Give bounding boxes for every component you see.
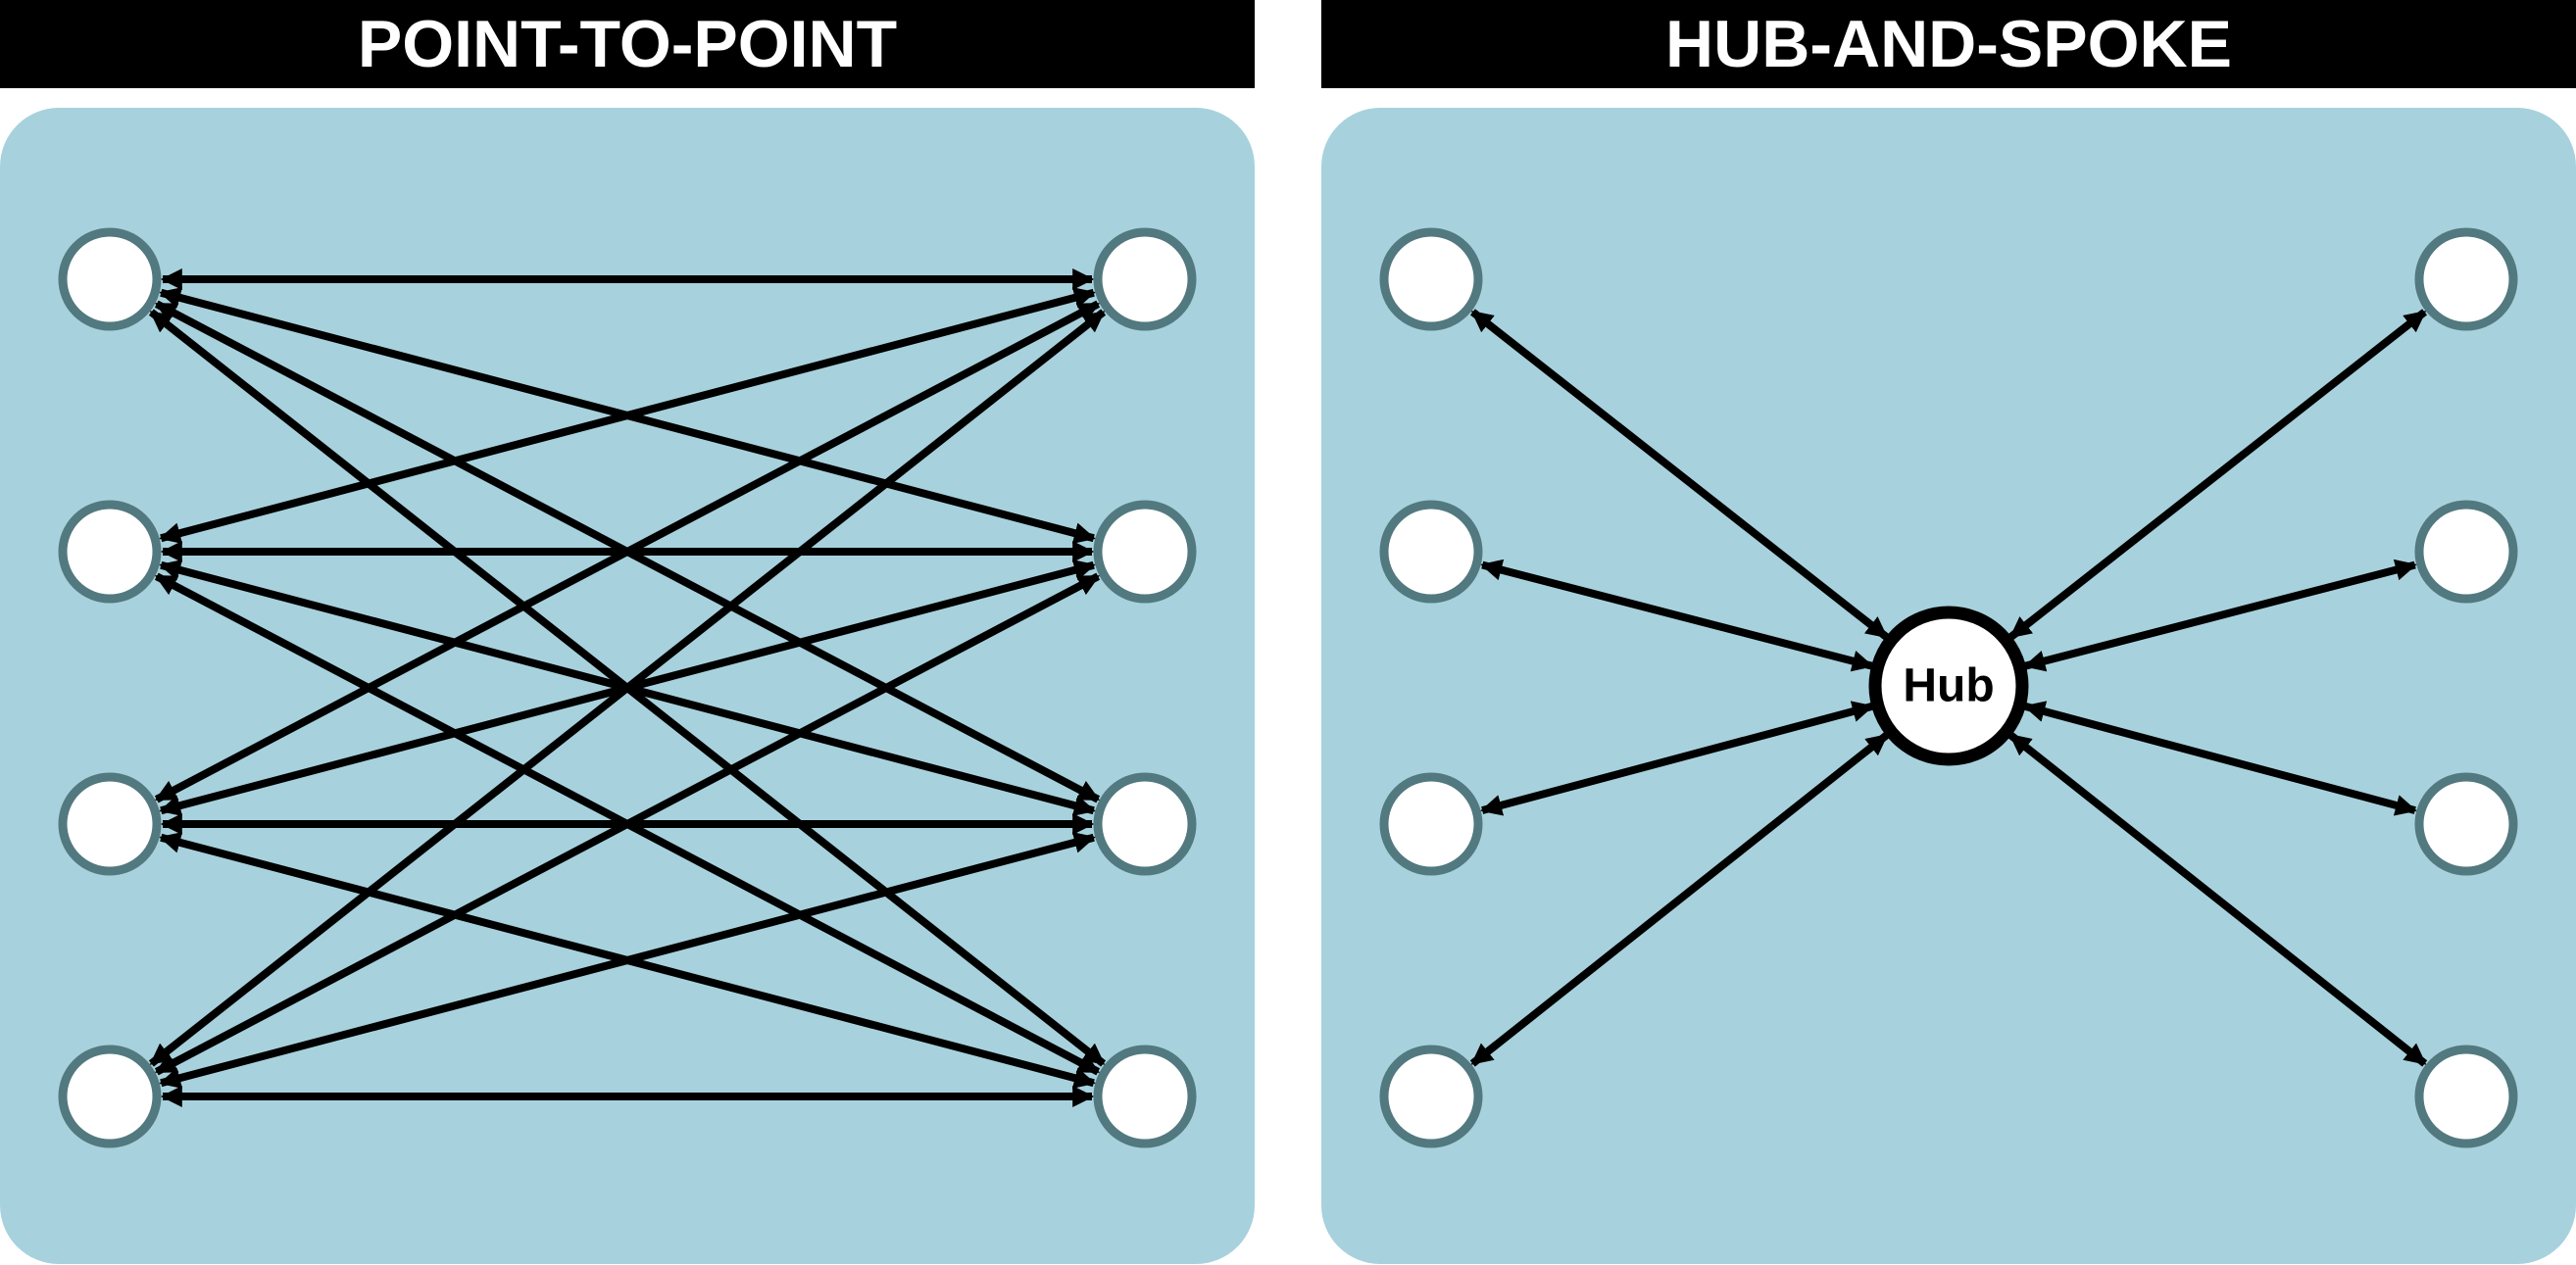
left-title: POINT-TO-POINT xyxy=(358,7,897,81)
right-title: HUB-AND-SPOKE xyxy=(1665,7,2232,81)
node xyxy=(1384,232,1478,326)
node xyxy=(63,505,157,599)
diagram-canvas: POINT-TO-POINT HUB-AND-SPOKE Hub xyxy=(0,0,2576,1265)
node xyxy=(63,1049,157,1143)
node xyxy=(1384,777,1478,871)
node xyxy=(1384,1049,1478,1143)
node xyxy=(1098,505,1192,599)
hub-label: Hub xyxy=(1903,660,1994,712)
node xyxy=(2419,505,2513,599)
node xyxy=(2419,232,2513,326)
node xyxy=(2419,1049,2513,1143)
node xyxy=(1098,1049,1192,1143)
node xyxy=(1384,505,1478,599)
node xyxy=(63,232,157,326)
node xyxy=(2419,777,2513,871)
node xyxy=(1098,232,1192,326)
node xyxy=(1098,777,1192,871)
node xyxy=(63,777,157,871)
